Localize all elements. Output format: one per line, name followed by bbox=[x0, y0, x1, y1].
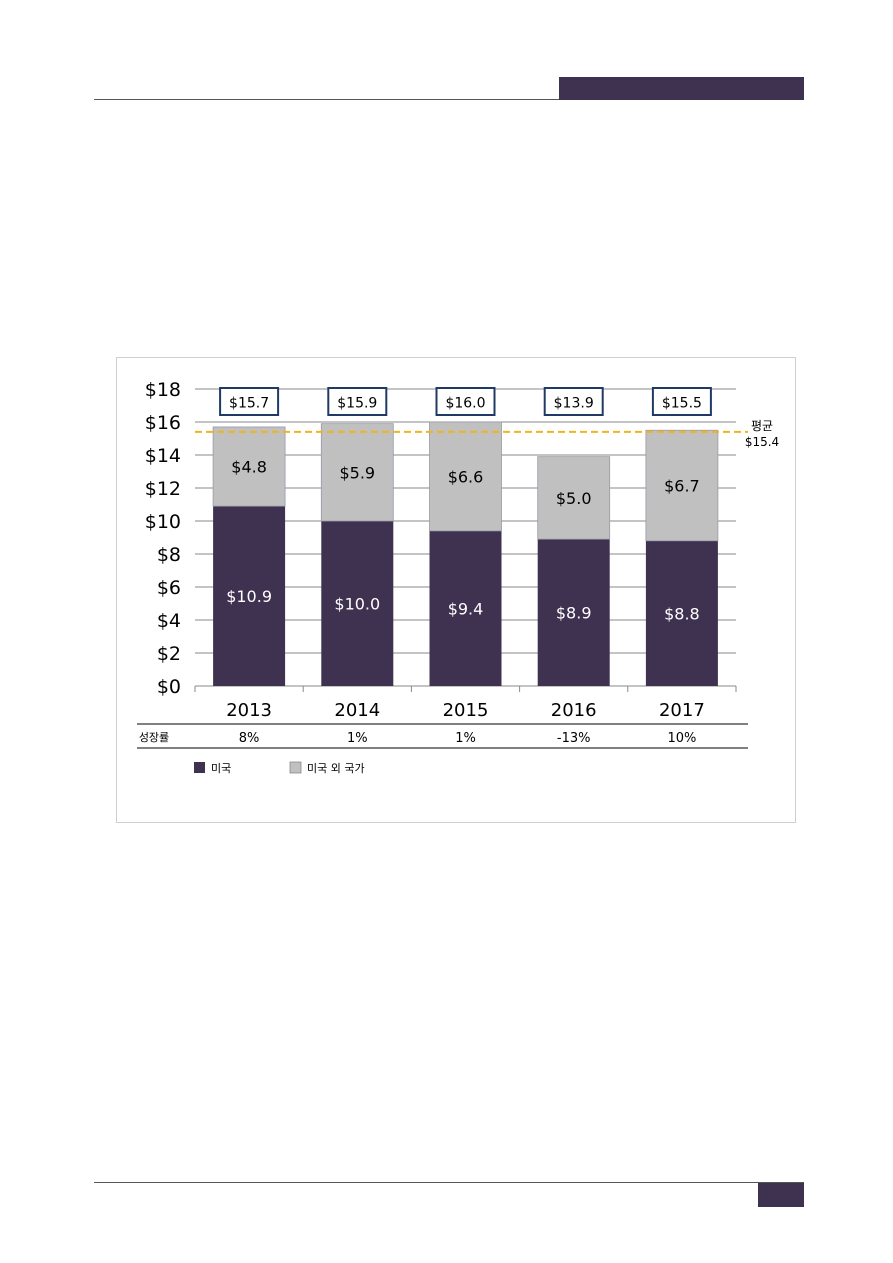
header-rule bbox=[94, 99, 804, 100]
bar-label-non-us: $4.8 bbox=[231, 458, 267, 477]
y-tick-label: $0 bbox=[157, 676, 181, 698]
bar-label-non-us: $6.6 bbox=[448, 467, 484, 486]
growth-value: -13% bbox=[557, 731, 591, 746]
y-tick-label: $2 bbox=[157, 643, 181, 665]
bar-label-non-us: $5.0 bbox=[556, 489, 592, 508]
header-accent-block bbox=[559, 77, 804, 100]
total-label: $15.9 bbox=[337, 396, 377, 412]
growth-value: 10% bbox=[667, 731, 696, 746]
total-label: $13.9 bbox=[554, 396, 594, 412]
average-value-label: $15.4 bbox=[745, 435, 779, 449]
bar-us-2013 bbox=[213, 506, 286, 686]
bar-label-non-us: $5.9 bbox=[339, 463, 375, 482]
total-label: $15.7 bbox=[229, 396, 269, 412]
y-tick-label: $10 bbox=[145, 511, 181, 533]
bar-us-2016 bbox=[537, 539, 610, 686]
total-box-2017 bbox=[651, 387, 712, 416]
bar-label-us: $10.0 bbox=[334, 595, 380, 614]
stacked-bar-chart: $0 $2 $4 $6 $8 $10 $12 $14 $16 $18 $10.9 $4.8 $15.7 2… bbox=[137, 379, 779, 775]
bar-non-us-2015 bbox=[429, 421, 502, 532]
growth-value: 8% bbox=[239, 731, 260, 746]
y-tick-label: $8 bbox=[157, 544, 181, 566]
total-label: $15.5 bbox=[662, 396, 702, 412]
bar-label-us: $10.9 bbox=[226, 587, 272, 606]
y-tick-label: $16 bbox=[145, 412, 181, 434]
y-tick-label: $12 bbox=[145, 478, 181, 500]
growth-value: 1% bbox=[347, 731, 368, 746]
bar-non-us-2017 bbox=[645, 429, 719, 542]
bar-us-2014 bbox=[321, 521, 394, 686]
x-category-label: 2014 bbox=[334, 700, 380, 721]
footer-rule bbox=[94, 1182, 804, 1183]
y-tick-label: $14 bbox=[145, 445, 181, 467]
legend-swatch-non-us bbox=[289, 761, 302, 774]
y-tick-label: $18 bbox=[145, 379, 181, 401]
bar-label-non-us: $6.7 bbox=[664, 477, 700, 496]
x-category-label: 2013 bbox=[226, 700, 272, 721]
y-tick-label: $6 bbox=[157, 577, 181, 599]
bar-label-us: $9.4 bbox=[448, 599, 484, 618]
bar-non-us-2014 bbox=[320, 423, 394, 522]
growth-value: 1% bbox=[455, 731, 476, 746]
x-category-label: 2017 bbox=[659, 700, 705, 721]
total-box-2015 bbox=[435, 387, 496, 416]
total-box-2016 bbox=[543, 387, 604, 416]
growth-row-label: 성장률 bbox=[139, 731, 169, 744]
total-box-2013 bbox=[219, 387, 280, 416]
legend-label-us: 미국 bbox=[211, 762, 231, 775]
x-category-label: 2016 bbox=[551, 700, 597, 721]
total-label: $16.0 bbox=[445, 396, 485, 412]
legend-swatch-us bbox=[194, 762, 205, 773]
bar-non-us-2016 bbox=[537, 456, 611, 540]
bar-us-2015 bbox=[429, 530, 502, 686]
bar-us-2017 bbox=[645, 540, 718, 686]
footer-accent-block bbox=[758, 1183, 804, 1207]
x-category-label: 2015 bbox=[443, 700, 489, 721]
legend-label-non-us: 미국 외 국가 bbox=[307, 762, 365, 775]
bar-label-us: $8.8 bbox=[664, 604, 700, 623]
chart-frame: $0 $2 $4 $6 $8 $10 $12 $14 $16 $18 $10.9 $4.8 $15.7 2… bbox=[116, 357, 796, 823]
average-label: 평균 bbox=[751, 419, 773, 433]
y-tick-label: $4 bbox=[157, 610, 181, 632]
bar-non-us-2013 bbox=[212, 426, 286, 507]
bar-label-us: $8.9 bbox=[556, 604, 592, 623]
total-box-2014 bbox=[327, 387, 388, 416]
